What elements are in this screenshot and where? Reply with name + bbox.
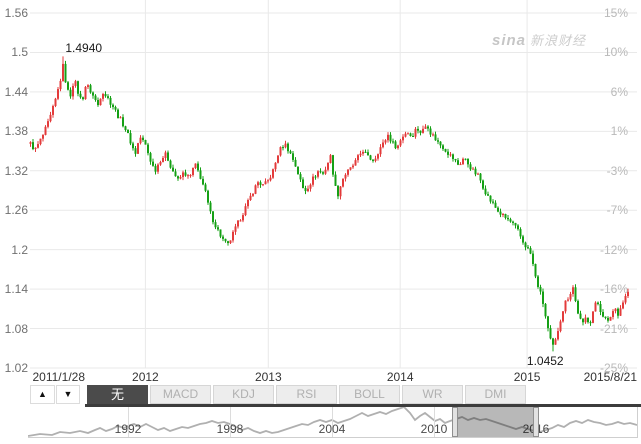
low-price-annotation: 1.0452 xyxy=(526,354,564,369)
watermark-text: 新浪财经 xyxy=(530,33,587,48)
date-tick-label: 2015/8/21 xyxy=(583,370,637,384)
candlestick-chart-canvas[interactable] xyxy=(0,0,641,375)
indicator-button-macd[interactable]: MACD xyxy=(150,385,211,404)
date-tick-label: 2014 xyxy=(386,370,414,384)
price-axis-label: 1.08 xyxy=(4,321,28,336)
high-price-annotation: 1.4940 xyxy=(65,41,103,56)
sina-logo-icon: sina xyxy=(492,32,527,49)
indicator-button-rsi[interactable]: RSI xyxy=(276,385,337,404)
indicator-button-wr[interactable]: WR xyxy=(402,385,463,404)
date-tick-label: 2011/1/28 xyxy=(32,370,86,384)
percent-axis-label: -3% xyxy=(606,163,628,178)
navigator-right-handle[interactable] xyxy=(533,407,539,437)
price-axis-label: 1.26 xyxy=(4,203,28,218)
percent-axis-label: 1% xyxy=(610,124,628,139)
date-tick-label: 2013 xyxy=(254,370,282,384)
indicator-button-无[interactable]: 无 xyxy=(87,385,148,404)
percent-axis-label: -25% xyxy=(599,361,628,375)
price-axis-label: 1.02 xyxy=(4,361,28,375)
navigator-year-label: 2004 xyxy=(318,422,346,436)
price-axis-label: 1.44 xyxy=(4,84,28,99)
price-axis-label: 1.56 xyxy=(4,6,28,20)
price-axis-label: 1.14 xyxy=(4,282,28,297)
price-axis-label: 1.5 xyxy=(11,45,28,60)
navigator-year-label: 2010 xyxy=(420,422,448,436)
navigator-year-separator xyxy=(332,407,333,437)
percent-axis-label: -16% xyxy=(599,282,628,297)
date-tick-label: 2012 xyxy=(132,370,159,384)
price-axis-label: 1.2 xyxy=(11,242,28,257)
percent-axis-label: 10% xyxy=(603,45,628,60)
percent-axis-label: 15% xyxy=(603,6,628,20)
navigator-year-separator xyxy=(128,407,129,437)
sina-finance-watermark: sina 新浪财经 xyxy=(492,30,586,49)
percent-axis-label: -7% xyxy=(606,203,628,218)
percent-axis-label: -21% xyxy=(599,321,628,336)
navigator-year-label: 1998 xyxy=(216,422,244,436)
navigator-year-label: 1992 xyxy=(114,422,142,436)
price-axis-label: 1.32 xyxy=(4,163,28,178)
price-axis-label: 1.38 xyxy=(4,124,28,139)
navigator-selection-window[interactable] xyxy=(458,407,533,437)
zoom-in-button[interactable]: ▲ xyxy=(30,385,55,404)
indicator-button-boll[interactable]: BOLL xyxy=(339,385,400,404)
navigator-year-separator xyxy=(230,407,231,437)
toolbar-divider xyxy=(85,404,641,407)
zoom-out-button[interactable]: ▼ xyxy=(56,385,80,404)
timeline-navigator[interactable]: 19921998200420102016 xyxy=(28,407,638,438)
indicator-toolbar: ▲ ▼ 无 MACD KDJ RSI BOLL WR DMI xyxy=(0,385,641,404)
indicator-button-kdj[interactable]: KDJ xyxy=(213,385,274,404)
navigator-year-separator xyxy=(434,407,435,437)
percent-axis-label: -12% xyxy=(599,242,628,257)
navigator-left-handle[interactable] xyxy=(452,407,458,437)
percent-axis-label: 6% xyxy=(610,84,628,99)
indicator-button-dmi[interactable]: DMI xyxy=(465,385,526,404)
date-tick-label: 2015 xyxy=(513,370,541,384)
